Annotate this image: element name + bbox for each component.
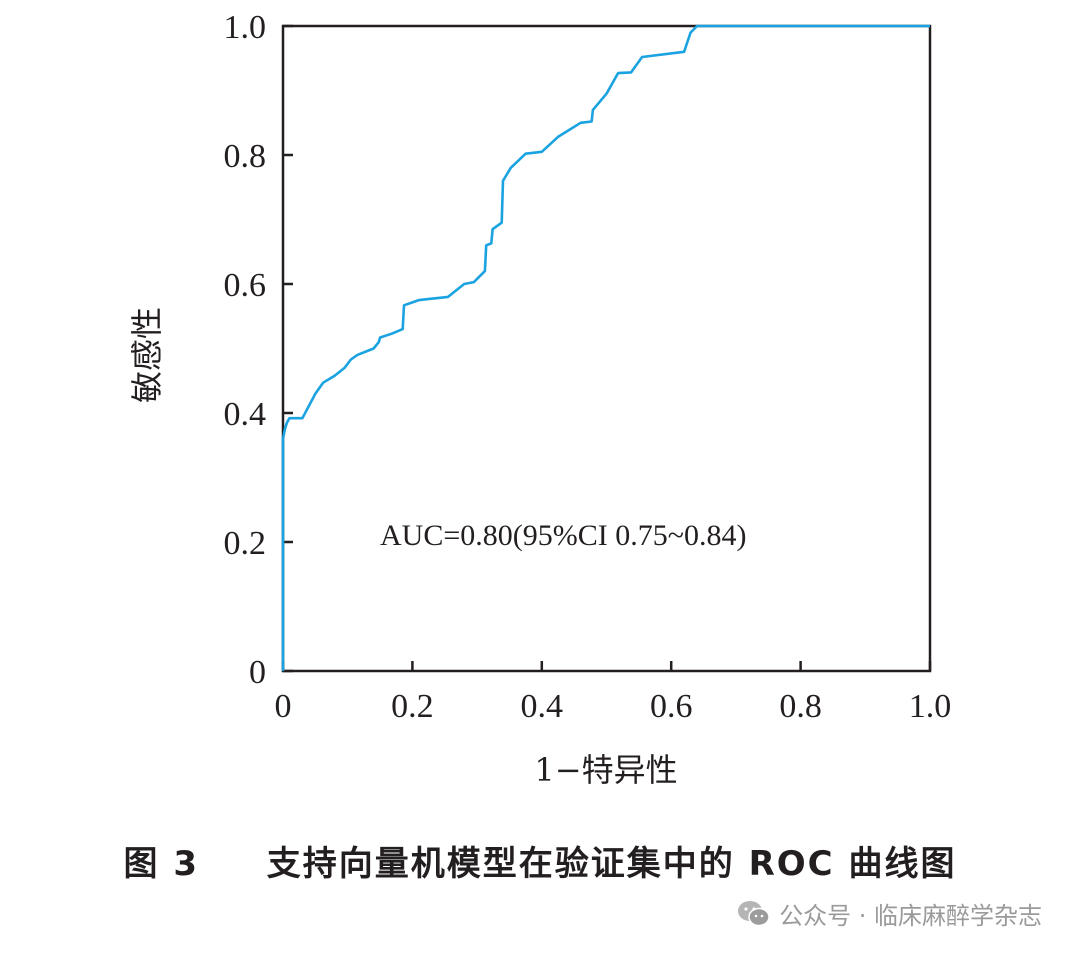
watermark-text: 公众号 · 临床麻醉学杂志 [779, 902, 1042, 930]
x-tick-label: 1.0 [909, 688, 952, 725]
y-axis-ticks: 0 0.2 0.4 0.6 0.8 1.0 [224, 9, 293, 691]
watermark: 公众号 · 临床麻醉学杂志 [737, 896, 1042, 931]
y-tick-label: 0.6 [224, 267, 267, 304]
y-tick-label: 0.4 [224, 396, 267, 433]
y-tick-label: 0.8 [224, 138, 267, 175]
x-tick-label: 0.4 [521, 688, 564, 725]
x-tick-label: 0.8 [779, 688, 822, 725]
figure-caption-text: 支持向量机模型在验证集中的 ROC 曲线图 [266, 844, 957, 884]
y-tick-label: 0.2 [224, 525, 267, 562]
x-tick-label: 0.6 [650, 688, 693, 725]
plot-frame [281, 24, 932, 673]
y-tick-label: 0 [249, 654, 266, 691]
auc-annotation: AUC=0.80(95%CI 0.75~0.84) [380, 519, 746, 552]
x-tick-label: 0 [275, 688, 292, 725]
x-axis-ticks: 0 0.2 0.4 0.6 0.8 1.0 [275, 661, 952, 725]
y-axis-title: 敏感性 [128, 307, 166, 403]
x-axis-title: 1−特异性 [534, 751, 677, 789]
figure-number: 图 3 [123, 844, 200, 884]
y-tick-label: 1.0 [224, 9, 267, 46]
plot-area: 0 0.2 0.4 0.6 0.8 1.0 0 0.2 0.4 0.6 0.8 1.0 [224, 9, 952, 725]
roc-curve [281, 24, 930, 671]
figure-caption: 图 3 支持向量机模型在验证集中的 ROC 曲线图 [0, 836, 1080, 885]
wechat-icon [738, 900, 770, 926]
roc-chart: 0 0.2 0.4 0.6 0.8 1.0 0 0.2 0.4 0.6 0.8 1.0 AUC=0.… [128, 9, 952, 789]
x-tick-label: 0.2 [391, 688, 434, 725]
